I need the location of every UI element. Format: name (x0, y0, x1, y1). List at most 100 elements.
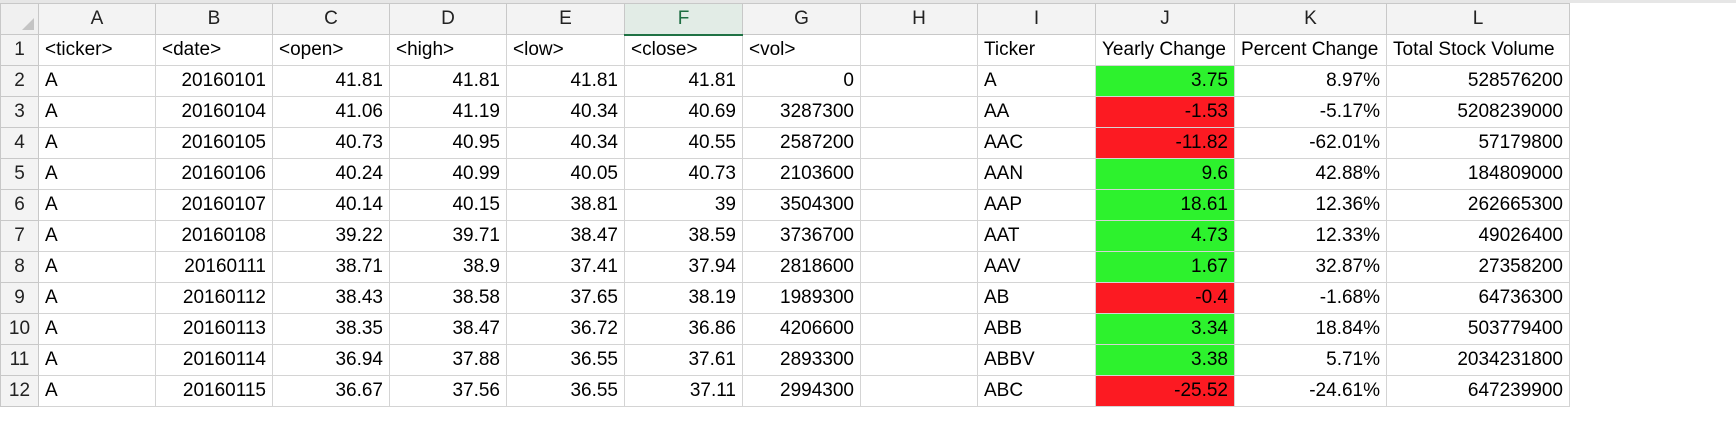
cell-c[interactable]: 36.94 (272, 344, 390, 376)
cell-c[interactable]: 40.14 (272, 189, 390, 221)
cell-f[interactable]: 36.86 (624, 313, 743, 345)
column-header-c[interactable]: C (272, 3, 390, 35)
cell-l[interactable]: 2034231800 (1386, 344, 1570, 376)
cell-g[interactable]: 0 (742, 65, 861, 97)
cell-k[interactable]: 18.84% (1234, 313, 1387, 345)
cell-c[interactable]: 38.35 (272, 313, 390, 345)
cell-g[interactable]: 2994300 (742, 375, 861, 407)
cell-j[interactable]: -25.52 (1095, 375, 1235, 407)
cell-k[interactable]: 5.71% (1234, 344, 1387, 376)
row-header[interactable]: 1 (0, 34, 39, 66)
select-all-corner[interactable] (0, 3, 39, 35)
cell-j[interactable]: 18.61 (1095, 189, 1235, 221)
cell-g[interactable]: 2893300 (742, 344, 861, 376)
cell-h[interactable] (860, 313, 978, 345)
row-header[interactable]: 11 (0, 344, 39, 376)
cell-l[interactable]: 647239900 (1386, 375, 1570, 407)
cell-b[interactable]: 20160106 (155, 158, 273, 190)
cell-f[interactable]: 38.59 (624, 220, 743, 252)
cell-b[interactable]: 20160111 (155, 251, 273, 283)
cell-b[interactable]: 20160107 (155, 189, 273, 221)
cell-k[interactable]: 32.87% (1234, 251, 1387, 283)
cell-k[interactable]: Percent Change (1234, 34, 1387, 66)
cell-c[interactable]: 36.67 (272, 375, 390, 407)
cell-j[interactable]: 9.6 (1095, 158, 1235, 190)
cell-k[interactable]: 42.88% (1234, 158, 1387, 190)
cell-d[interactable]: 39.71 (389, 220, 507, 252)
column-header-k[interactable]: K (1234, 3, 1387, 35)
cell-j[interactable]: 3.34 (1095, 313, 1235, 345)
cell-f[interactable]: 40.73 (624, 158, 743, 190)
row-header[interactable]: 7 (0, 220, 39, 252)
cell-c[interactable]: 39.22 (272, 220, 390, 252)
cell-h[interactable] (860, 282, 978, 314)
cell-a[interactable]: A (38, 158, 156, 190)
cell-c[interactable]: 41.81 (272, 65, 390, 97)
cell-l[interactable]: 27358200 (1386, 251, 1570, 283)
cell-d[interactable]: 38.47 (389, 313, 507, 345)
cell-h[interactable] (860, 127, 978, 159)
column-header-e[interactable]: E (506, 3, 625, 35)
cell-b[interactable]: 20160114 (155, 344, 273, 376)
cell-d[interactable]: <high> (389, 34, 507, 66)
cell-k[interactable]: -24.61% (1234, 375, 1387, 407)
cell-h[interactable] (860, 158, 978, 190)
cell-f[interactable]: <close> (624, 34, 743, 66)
cell-b[interactable]: 20160113 (155, 313, 273, 345)
cell-i[interactable]: AAV (977, 251, 1096, 283)
cell-a[interactable]: A (38, 127, 156, 159)
row-header[interactable]: 10 (0, 313, 39, 345)
cell-c[interactable]: 40.73 (272, 127, 390, 159)
cell-c[interactable]: 38.43 (272, 282, 390, 314)
cell-e[interactable]: 41.81 (506, 65, 625, 97)
cell-g[interactable]: 2818600 (742, 251, 861, 283)
cell-e[interactable]: 37.65 (506, 282, 625, 314)
cell-j[interactable]: 3.75 (1095, 65, 1235, 97)
cell-a[interactable]: A (38, 65, 156, 97)
cell-c[interactable]: 41.06 (272, 96, 390, 128)
cell-f[interactable]: 39 (624, 189, 743, 221)
cell-e[interactable]: <low> (506, 34, 625, 66)
cell-i[interactable]: AB (977, 282, 1096, 314)
cell-d[interactable]: 40.99 (389, 158, 507, 190)
cell-a[interactable]: A (38, 251, 156, 283)
cell-j[interactable]: -1.53 (1095, 96, 1235, 128)
cell-f[interactable]: 41.81 (624, 65, 743, 97)
cell-k[interactable]: 8.97% (1234, 65, 1387, 97)
cell-a[interactable]: A (38, 96, 156, 128)
cell-a[interactable]: A (38, 282, 156, 314)
cell-i[interactable]: AAT (977, 220, 1096, 252)
column-header-g[interactable]: G (742, 3, 861, 35)
row-header[interactable]: 4 (0, 127, 39, 159)
cell-l[interactable]: 64736300 (1386, 282, 1570, 314)
cell-i[interactable]: AAN (977, 158, 1096, 190)
cell-a[interactable]: A (38, 189, 156, 221)
cell-l[interactable]: Total Stock Volume (1386, 34, 1570, 66)
cell-f[interactable]: 37.61 (624, 344, 743, 376)
cell-e[interactable]: 40.34 (506, 127, 625, 159)
cell-f[interactable]: 38.19 (624, 282, 743, 314)
cell-g[interactable]: 3504300 (742, 189, 861, 221)
cell-g[interactable]: 4206600 (742, 313, 861, 345)
cell-l[interactable]: 5208239000 (1386, 96, 1570, 128)
row-header[interactable]: 3 (0, 96, 39, 128)
cell-i[interactable]: AAC (977, 127, 1096, 159)
cell-j[interactable]: 3.38 (1095, 344, 1235, 376)
cell-a[interactable]: <ticker> (38, 34, 156, 66)
cell-d[interactable]: 40.15 (389, 189, 507, 221)
cell-a[interactable]: A (38, 313, 156, 345)
cell-e[interactable]: 40.05 (506, 158, 625, 190)
cell-b[interactable]: <date> (155, 34, 273, 66)
cell-a[interactable]: A (38, 375, 156, 407)
row-header[interactable]: 9 (0, 282, 39, 314)
cell-d[interactable]: 41.81 (389, 65, 507, 97)
cell-l[interactable]: 49026400 (1386, 220, 1570, 252)
cell-h[interactable] (860, 375, 978, 407)
cell-i[interactable]: ABC (977, 375, 1096, 407)
column-header-h[interactable]: H (860, 3, 978, 35)
cell-b[interactable]: 20160108 (155, 220, 273, 252)
cell-f[interactable]: 40.69 (624, 96, 743, 128)
cell-e[interactable]: 37.41 (506, 251, 625, 283)
cell-g[interactable]: 3287300 (742, 96, 861, 128)
cell-h[interactable] (860, 344, 978, 376)
